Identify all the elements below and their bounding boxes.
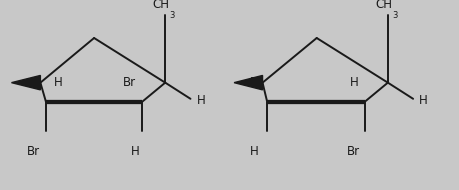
Text: CH: CH bbox=[152, 0, 169, 11]
Text: H: H bbox=[419, 94, 427, 107]
Text: Br: Br bbox=[27, 145, 39, 158]
Text: H: H bbox=[54, 76, 63, 89]
Text: H: H bbox=[350, 76, 358, 89]
Polygon shape bbox=[234, 75, 263, 90]
Text: H: H bbox=[196, 94, 205, 107]
Text: Br: Br bbox=[250, 76, 263, 89]
Text: CH: CH bbox=[375, 0, 392, 11]
Text: Br: Br bbox=[123, 76, 136, 89]
Text: H: H bbox=[131, 145, 140, 158]
Polygon shape bbox=[11, 75, 40, 90]
Text: 3: 3 bbox=[169, 11, 174, 20]
Text: Br: Br bbox=[347, 145, 360, 158]
Text: 3: 3 bbox=[392, 11, 397, 20]
Text: H: H bbox=[250, 145, 259, 158]
